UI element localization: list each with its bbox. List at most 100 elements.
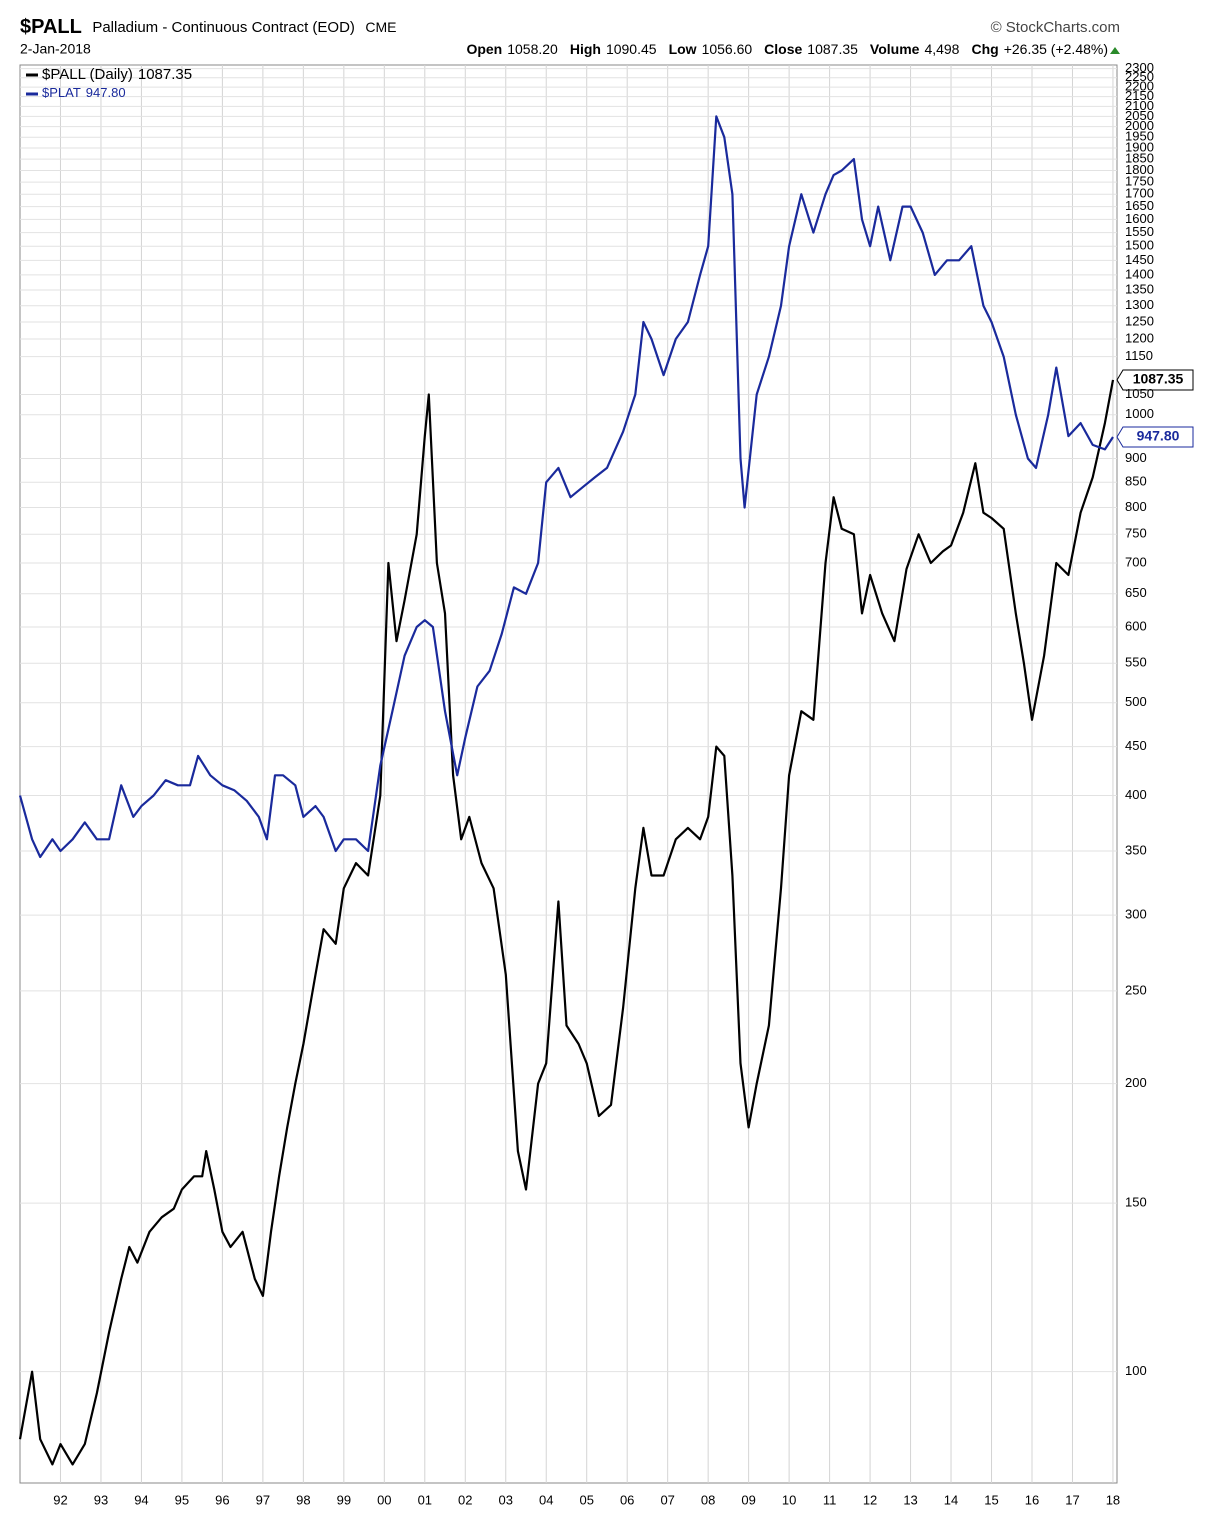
x-tick-label: 16 <box>1025 1492 1039 1507</box>
x-tick-label: 11 <box>823 1492 837 1507</box>
stats: Open 1058.20 High 1090.45 Low 1056.60 Close 108… <box>466 41 1108 57</box>
x-tick-label: 07 <box>660 1492 674 1507</box>
x-tick-label: 10 <box>782 1492 796 1507</box>
legend-name: $PLAT <box>42 85 81 100</box>
y-tick-label: 100 <box>1125 1363 1147 1378</box>
y-tick-label: 2200 <box>1125 79 1154 94</box>
x-tick-label: 98 <box>296 1492 310 1507</box>
x-tick-label: 17 <box>1065 1492 1079 1507</box>
y-tick-label: 400 <box>1125 787 1147 802</box>
y-tick-label: 850 <box>1125 474 1147 489</box>
header-title: $PALL Palladium - Continuous Contract (E… <box>20 16 397 38</box>
x-tick-label: 15 <box>984 1492 998 1507</box>
x-tick-label: 18 <box>1106 1492 1120 1507</box>
y-tick-label: 800 <box>1125 499 1147 514</box>
x-tick-label: 02 <box>458 1492 472 1507</box>
y-tick-label: 1050 <box>1125 386 1154 401</box>
x-tick-label: 99 <box>337 1492 351 1507</box>
stat-value: +26.35 (+2.48%) <box>1004 41 1108 57</box>
legend-name: $PALL (Daily) <box>42 66 133 83</box>
y-tick-label: 1350 <box>1125 281 1154 296</box>
stat-label: Close <box>764 41 802 57</box>
x-tick-label: 12 <box>863 1492 877 1507</box>
y-tick-label: 1150 <box>1125 348 1153 363</box>
y-tick-label: 700 <box>1125 554 1147 569</box>
y-tick-label: 250 <box>1125 982 1147 997</box>
y-tick-label: 1450 <box>1125 252 1154 267</box>
legend-entry: $PALL (Daily) 1087.35 <box>42 66 192 83</box>
y-tick-label: 1700 <box>1125 186 1154 201</box>
description: Palladium - Continuous Contract (EOD) <box>92 19 355 36</box>
symbol: $PALL <box>20 16 82 38</box>
y-tick-label: 1800 <box>1125 162 1154 177</box>
last-value-label: 1087.35 <box>1133 371 1184 387</box>
series-line <box>18 379 1115 1466</box>
x-tick-label: 05 <box>579 1492 593 1507</box>
legend-value: 1087.35 <box>138 66 192 83</box>
x-tick-label: 93 <box>94 1492 108 1507</box>
x-tick-label: 08 <box>701 1492 715 1507</box>
y-tick-label: 300 <box>1125 907 1147 922</box>
y-tick-label: 1250 <box>1125 313 1154 328</box>
last-value-label: 947.80 <box>1137 428 1180 444</box>
y-tick-label: 650 <box>1125 585 1147 600</box>
x-tick-label: 03 <box>499 1492 513 1507</box>
y-tick-label: 600 <box>1125 618 1147 633</box>
x-tick-label: 06 <box>620 1492 634 1507</box>
y-tick-label: 500 <box>1125 694 1147 709</box>
x-tick-label: 95 <box>175 1492 189 1507</box>
y-tick-label: 1900 <box>1125 139 1154 154</box>
y-tick-label: 1200 <box>1125 330 1154 345</box>
y-tick-label: 1750 <box>1125 174 1154 189</box>
y-tick-label: 2050 <box>1125 108 1154 123</box>
x-tick-label: 92 <box>53 1492 67 1507</box>
stat-value: 1058.20 <box>507 41 558 57</box>
legend-value: 947.80 <box>86 85 126 100</box>
grid <box>20 65 1117 1483</box>
y-tick-label: 1500 <box>1125 238 1154 253</box>
x-tick-label: 14 <box>944 1492 958 1507</box>
stat-value: 1087.35 <box>807 41 858 57</box>
y-tick-label: 1400 <box>1125 266 1154 281</box>
stat-label: Low <box>669 41 697 57</box>
legend: $PALL (Daily) 1087.35 $PLAT 947.80 <box>26 66 192 100</box>
stat-label: Open <box>466 41 502 57</box>
y-tick-label: 2150 <box>1125 88 1154 103</box>
series: 1087.35 947.80 <box>18 115 1194 1466</box>
y-tick-label: 1850 <box>1125 151 1154 166</box>
stat-label: Chg <box>971 41 998 57</box>
stat-label: High <box>570 41 601 57</box>
y-tick-label: 1950 <box>1125 129 1154 144</box>
y-tick-label: 1600 <box>1125 211 1154 226</box>
y-tick-label: 450 <box>1125 738 1147 753</box>
y-tick-label: 200 <box>1125 1075 1147 1090</box>
y-tick-label: 350 <box>1125 842 1147 857</box>
y-tick-label: 2000 <box>1125 118 1154 133</box>
source: © StockCharts.com <box>991 19 1120 36</box>
stat-label: Volume <box>870 41 920 57</box>
up-arrow <box>1110 47 1120 54</box>
x-tick-label: 96 <box>215 1492 229 1507</box>
y-tick-label: 2300 <box>1125 60 1154 75</box>
y-tick-label: 1000 <box>1125 406 1154 421</box>
legend-entry: $PLAT 947.80 <box>42 85 126 100</box>
y-tick-label: 2250 <box>1125 69 1154 84</box>
x-tick-label: 01 <box>418 1492 432 1507</box>
x-tick-label: 00 <box>377 1492 391 1507</box>
stat-value: 1090.45 <box>606 41 657 57</box>
series-line <box>18 115 1114 859</box>
y-tick-label: 1550 <box>1125 224 1154 239</box>
y-tick-label: 1650 <box>1125 198 1154 213</box>
x-tick-label: 94 <box>134 1492 148 1507</box>
y-tick-label: 550 <box>1125 655 1147 670</box>
axes: 92 93 94 95 96 97 98 99 00 01 02 03 04 05 06 07 08 09 10 11… <box>53 60 1154 1507</box>
x-tick-label: 09 <box>741 1492 755 1507</box>
stat-value: 1056.60 <box>702 41 753 57</box>
y-tick-label: 750 <box>1125 526 1147 541</box>
y-tick-label: 2100 <box>1125 98 1154 113</box>
last-value-tag <box>1116 426 1194 448</box>
y-tick-label: 150 <box>1125 1195 1147 1210</box>
date: 2-Jan-2018 <box>20 41 91 57</box>
